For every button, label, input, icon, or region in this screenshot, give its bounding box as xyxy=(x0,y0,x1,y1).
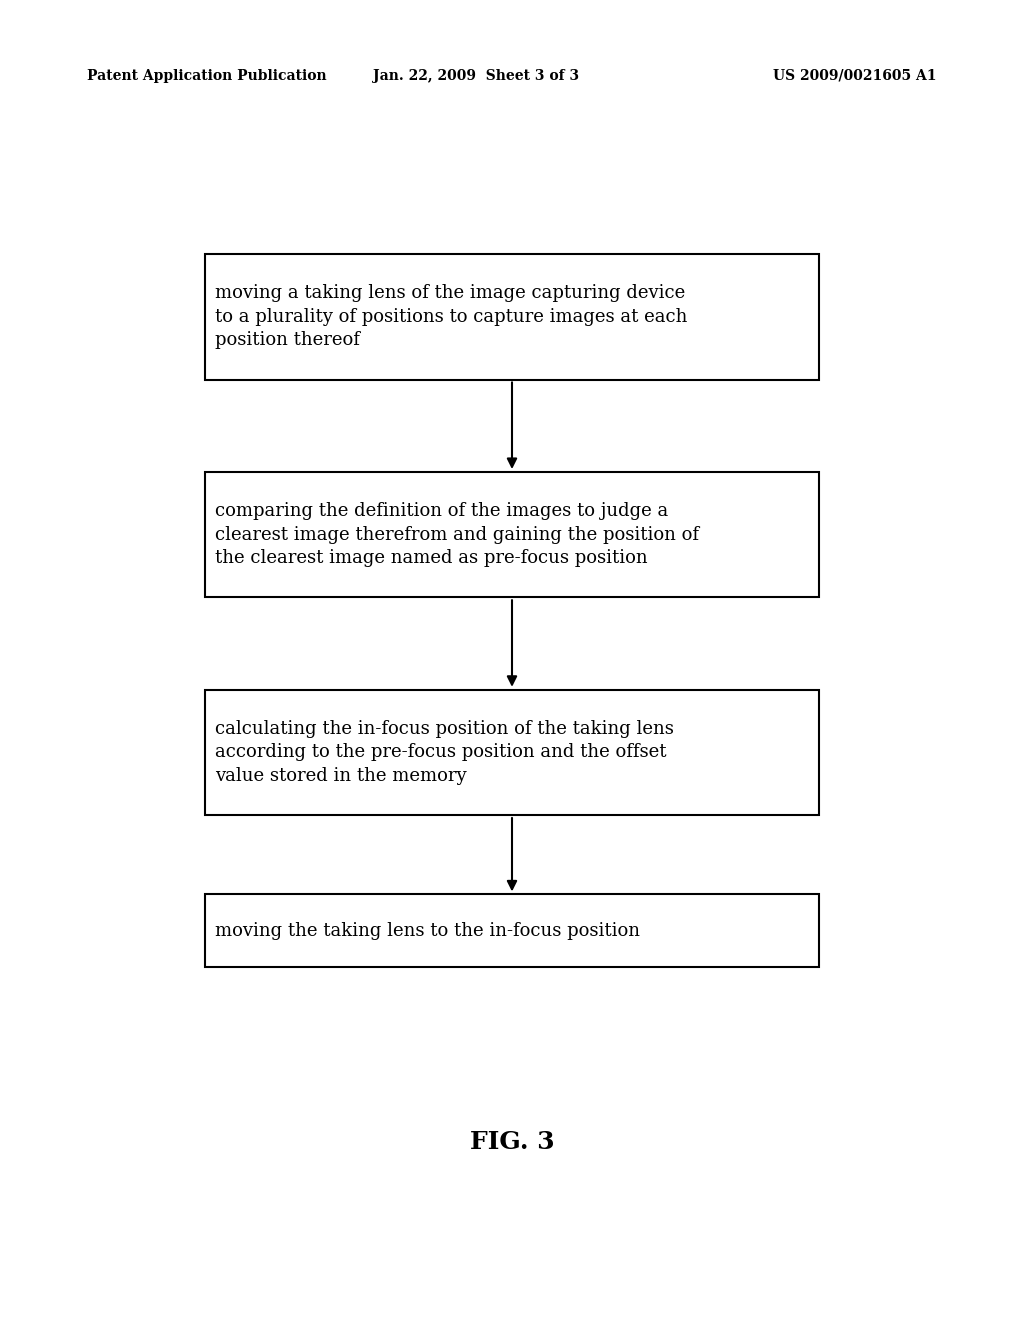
Text: moving a taking lens of the image capturing device
to a plurality of positions t: moving a taking lens of the image captur… xyxy=(215,284,687,350)
Text: FIG. 3: FIG. 3 xyxy=(470,1130,554,1154)
Text: comparing the definition of the images to judge a
clearest image therefrom and g: comparing the definition of the images t… xyxy=(215,502,699,568)
Bar xyxy=(205,255,819,380)
Text: Jan. 22, 2009  Sheet 3 of 3: Jan. 22, 2009 Sheet 3 of 3 xyxy=(373,69,580,83)
Text: US 2009/0021605 A1: US 2009/0021605 A1 xyxy=(773,69,937,83)
Text: moving the taking lens to the in-focus position: moving the taking lens to the in-focus p… xyxy=(215,921,640,940)
Text: Patent Application Publication: Patent Application Publication xyxy=(87,69,327,83)
Bar xyxy=(205,895,819,966)
Bar xyxy=(205,689,819,814)
Bar xyxy=(205,473,819,597)
Text: calculating the in-focus position of the taking lens
according to the pre-focus : calculating the in-focus position of the… xyxy=(215,719,674,785)
